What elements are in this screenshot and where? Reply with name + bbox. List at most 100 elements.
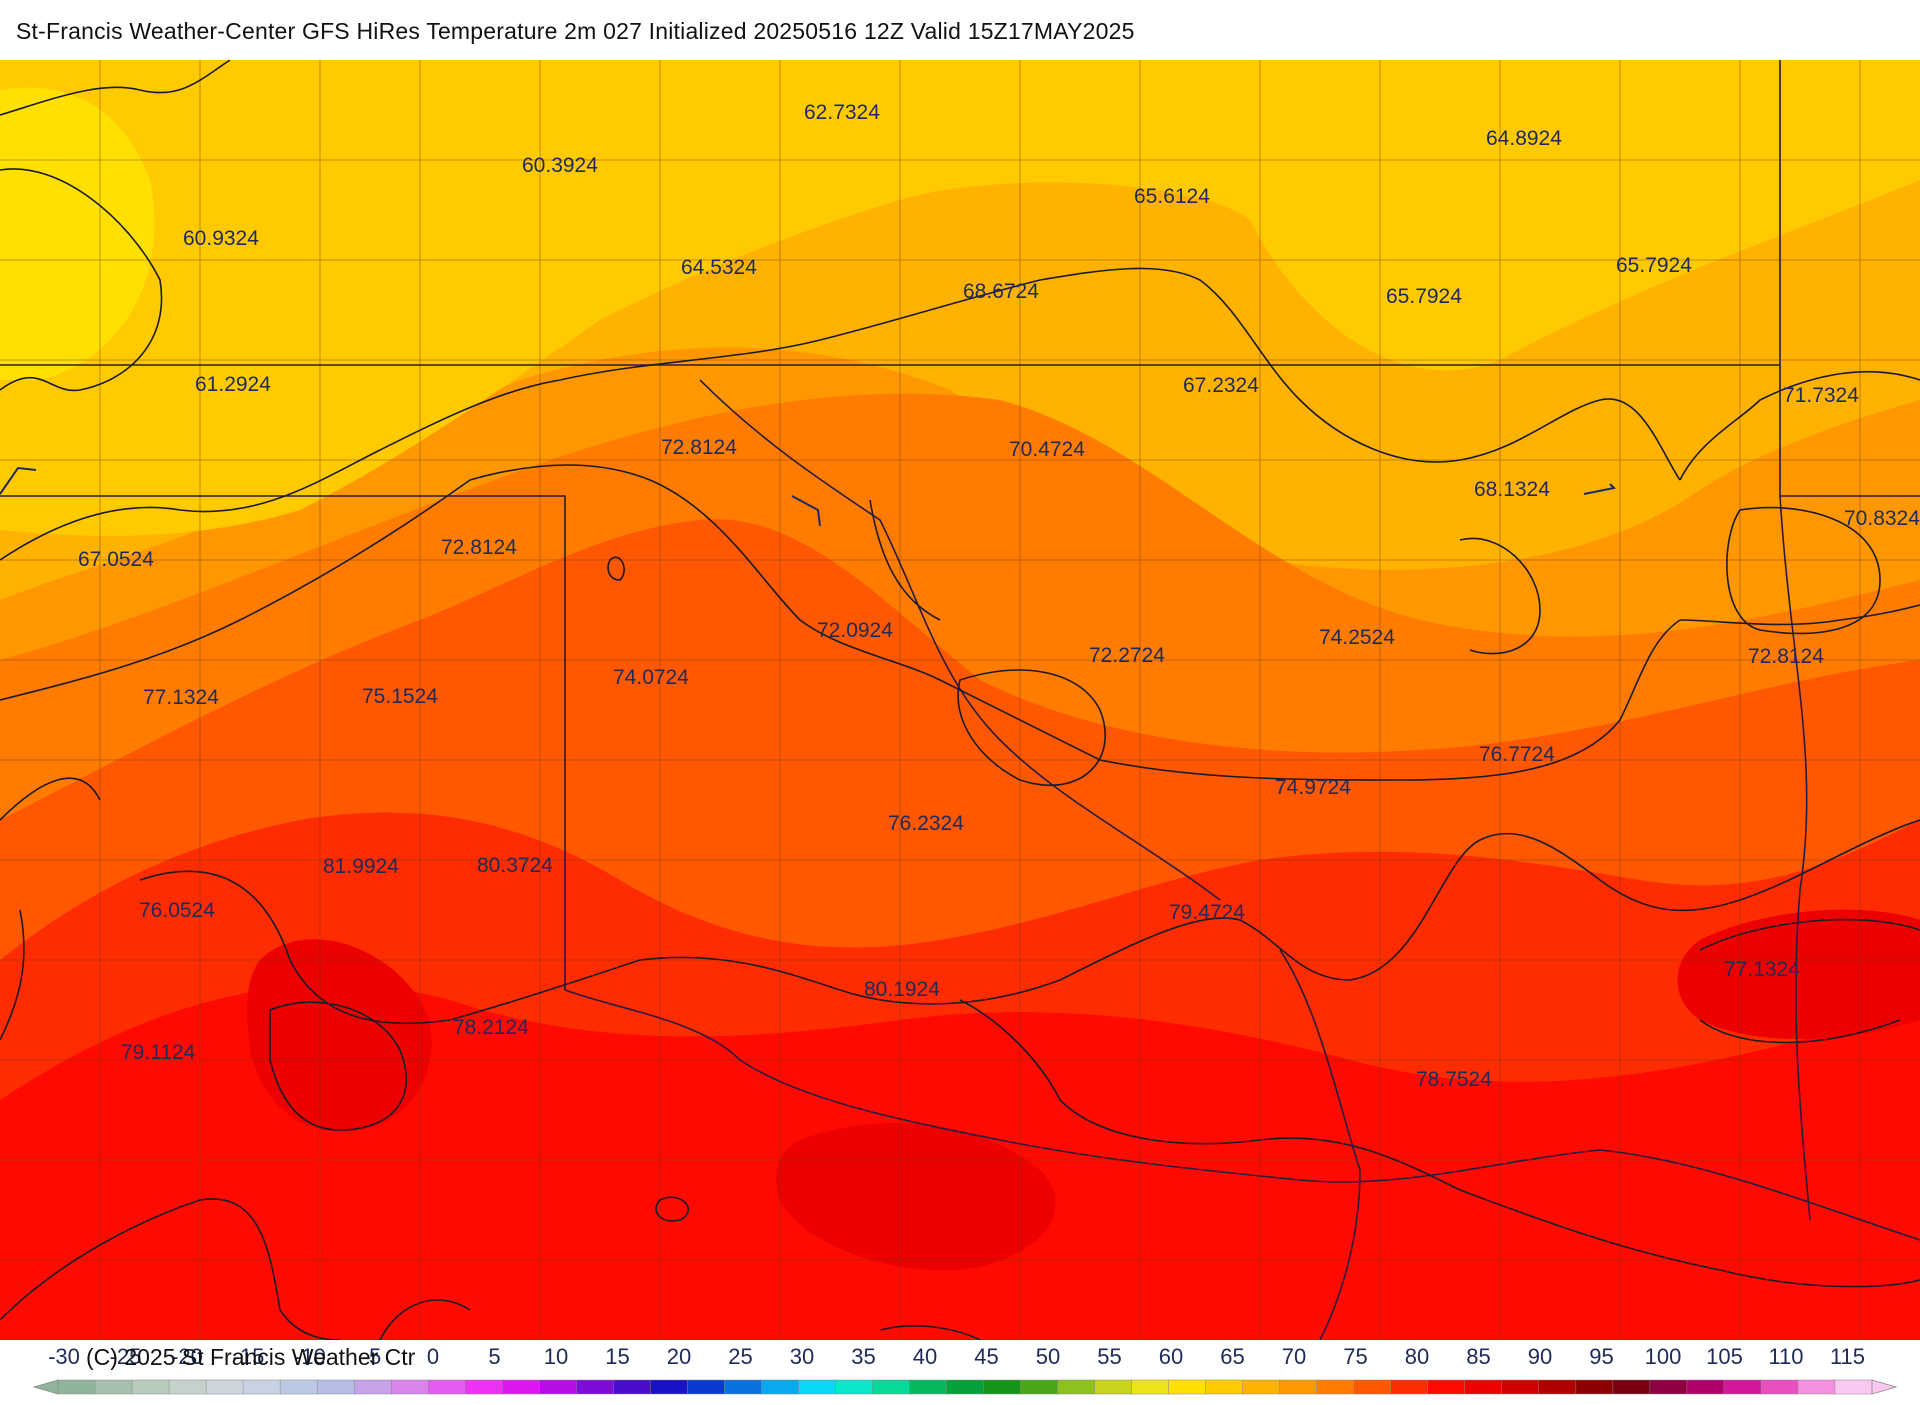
legend-tick-label: 115 (1830, 1344, 1865, 1369)
copyright-notice: (C) 2025 St Francis Weather Ctr (86, 1344, 416, 1370)
legend-color-swatch (280, 1380, 318, 1394)
legend-tick-label: 85 (1466, 1344, 1490, 1369)
legend-tick-label: 75 (1343, 1344, 1367, 1369)
legend-tick-label: 15 (605, 1344, 629, 1369)
legend-color-swatch (1206, 1380, 1244, 1394)
map-label: 61.2924 (195, 373, 271, 396)
legend-tick-label: 110 (1768, 1344, 1803, 1369)
map-label: 80.1924 (864, 978, 940, 1001)
map-label: 72.2724 (1089, 644, 1165, 667)
legend-color-swatch (1058, 1380, 1096, 1394)
map-label: 76.0524 (139, 899, 215, 922)
legend-tick-label: 65 (1220, 1344, 1244, 1369)
legend-color-swatch (1354, 1380, 1392, 1394)
legend-color-swatch (465, 1380, 503, 1394)
legend-color-swatch (317, 1380, 355, 1394)
legend-color-swatch (1465, 1380, 1503, 1394)
legend-tick-label: 0 (427, 1344, 439, 1369)
map-label: 74.0724 (613, 666, 689, 689)
map-label: 79.1124 (121, 1041, 196, 1064)
map-label: 75.1524 (362, 685, 438, 708)
map-label: 70.8324 (1844, 507, 1920, 530)
map-label: 76.7724 (1479, 743, 1555, 766)
map-label: 68.1324 (1474, 478, 1550, 501)
legend-color-swatch (613, 1380, 651, 1394)
legend-tick-label: 10 (544, 1344, 568, 1369)
temperature-map: 62.7324 60.3924 64.8924 65.6124 60.9324 … (0, 60, 1920, 1340)
legend-color-swatch (1502, 1380, 1540, 1394)
map-label: 64.8924 (1486, 127, 1562, 150)
legend-color-swatch (1132, 1380, 1170, 1394)
legend-color-swatch (1021, 1380, 1059, 1394)
legend-tick-label: 35 (851, 1344, 875, 1369)
legend-arrow-high (1872, 1380, 1896, 1394)
legend-color-swatch (428, 1380, 466, 1394)
legend-tick-label: 70 (1282, 1344, 1306, 1369)
legend-color-swatch (984, 1380, 1022, 1394)
legend-color-swatch (243, 1380, 281, 1394)
map-label: 77.1324 (1724, 958, 1800, 981)
map-label: 72.8124 (1748, 645, 1824, 668)
map-label: 78.2124 (453, 1016, 529, 1039)
legend-color-swatch (1835, 1380, 1873, 1394)
legend-tick-label: 20 (667, 1344, 691, 1369)
legend-color-swatch (1169, 1380, 1207, 1394)
legend-tick-label: 95 (1589, 1344, 1613, 1369)
legend-tick-label: -30 (48, 1344, 80, 1369)
legend-tick-label: 100 (1645, 1344, 1682, 1369)
legend-color-swatch (1391, 1380, 1429, 1394)
map-label: 78.7524 (1416, 1068, 1492, 1091)
map-label: 74.9724 (1275, 776, 1351, 799)
map-label: 68.6724 (963, 280, 1039, 303)
legend-color-swatch (1428, 1380, 1466, 1394)
map-label: 71.7324 (1783, 384, 1859, 407)
legend-tick-label: 30 (790, 1344, 814, 1369)
legend-color-swatch (391, 1380, 429, 1394)
legend-color-swatch (132, 1380, 170, 1394)
legend-tick-label: 5 (488, 1344, 500, 1369)
legend-color-swatch (872, 1380, 910, 1394)
map-label: 79.4724 (1169, 901, 1245, 924)
map-label: 67.2324 (1183, 374, 1259, 397)
legend-color-swatch (1095, 1380, 1133, 1394)
map-label: 62.7324 (804, 101, 880, 124)
map-label: 65.6124 (1134, 185, 1210, 208)
legend-tick-label: 60 (1159, 1344, 1183, 1369)
legend-tick-label: 25 (728, 1344, 752, 1369)
map-label: 76.2324 (888, 812, 964, 835)
map-label: 81.9924 (323, 855, 399, 878)
legend-color-swatch (1798, 1380, 1836, 1394)
legend-color-swatch (206, 1380, 244, 1394)
map-label: 70.4724 (1009, 438, 1085, 461)
legend-color-swatch (1317, 1380, 1355, 1394)
legend-color-swatch (169, 1380, 207, 1394)
map-title: St-Francis Weather-Center GFS HiRes Temp… (16, 18, 1135, 45)
legend-color-swatch (1724, 1380, 1762, 1394)
map-label: 72.8124 (661, 436, 737, 459)
map-label: 67.0524 (78, 548, 154, 571)
legend-color-swatch (95, 1380, 133, 1394)
legend-tick-label: 90 (1528, 1344, 1552, 1369)
map-label: 65.7924 (1386, 285, 1462, 308)
legend-color-swatch (1650, 1380, 1688, 1394)
legend-color-swatch (761, 1380, 799, 1394)
legend-color-swatch (724, 1380, 762, 1394)
map-label: 80.3724 (477, 854, 553, 877)
legend-color-swatch (909, 1380, 947, 1394)
legend-color-swatch (1761, 1380, 1799, 1394)
legend-tick-label: 40 (913, 1344, 937, 1369)
legend-tick-label: 50 (1036, 1344, 1060, 1369)
legend-color-swatch (650, 1380, 688, 1394)
legend-color-swatch (687, 1380, 725, 1394)
legend-color-bar (34, 1380, 1896, 1394)
legend-color-swatch (502, 1380, 540, 1394)
map-label: 77.1324 (143, 686, 219, 709)
legend-tick-label: 105 (1706, 1344, 1743, 1369)
legend-color-swatch (1613, 1380, 1651, 1394)
map-label: 65.7924 (1616, 254, 1692, 277)
legend-color-swatch (798, 1380, 836, 1394)
legend-color-swatch (354, 1380, 392, 1394)
legend-color-swatch (1280, 1380, 1318, 1394)
